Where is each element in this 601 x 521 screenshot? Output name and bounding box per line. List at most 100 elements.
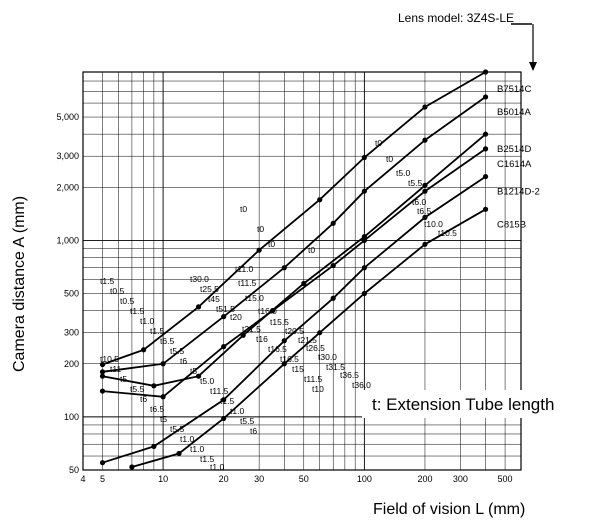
- series-point: [317, 330, 323, 336]
- series-point: [317, 197, 323, 203]
- series-line: [131, 208, 487, 468]
- series-point: [482, 146, 489, 152]
- x-axis-title: Field of vision L (mm): [373, 501, 525, 518]
- series-line: [102, 71, 487, 366]
- series-point: [99, 373, 106, 379]
- series-point: [482, 131, 489, 137]
- tube-length-label: t1.5: [150, 326, 164, 336]
- legend-note-bg: [362, 390, 597, 418]
- x-tick-label: 100: [357, 474, 372, 484]
- tube-length-label: t10.5: [438, 228, 457, 238]
- series-label: C815B: [497, 219, 526, 230]
- series-point: [270, 308, 276, 314]
- series-point: [422, 104, 428, 110]
- tube-length-label: t25.5: [200, 284, 219, 294]
- tube-length-label: t6.5: [150, 404, 164, 414]
- x-tick-label: 20: [219, 474, 229, 484]
- tube-length-label: t1.0: [210, 462, 224, 472]
- series-point: [221, 314, 227, 320]
- tube-length-label: t1.5: [100, 276, 114, 286]
- tube-length-label: t1.0: [180, 434, 194, 444]
- y-tick-label: 3,000: [56, 151, 79, 161]
- tube-length-label: t21.5: [298, 335, 317, 345]
- series-point: [221, 397, 227, 403]
- tube-length-label: t0: [375, 138, 382, 148]
- tube-length-label: t36.5: [340, 370, 359, 380]
- tube-length-label: t16: [256, 334, 268, 344]
- tube-length-label: t11: [110, 364, 121, 374]
- tube-length-label: t15: [292, 364, 304, 374]
- series-point: [482, 206, 489, 212]
- tube-length-label: t11.5: [210, 386, 229, 396]
- series-point: [330, 262, 336, 269]
- series-point: [151, 443, 157, 450]
- tube-length-label: t36.0: [352, 380, 371, 390]
- series-point: [422, 241, 428, 247]
- series-point: [176, 450, 182, 457]
- tube-length-label: t5: [190, 366, 197, 376]
- tube-length-label: t0: [386, 154, 393, 164]
- tube-length-label: t1.0: [140, 316, 154, 326]
- tube-length-label: t5.5: [408, 178, 422, 188]
- tube-length-label: t10.5: [100, 354, 119, 364]
- series-point: [160, 394, 166, 400]
- tube-length-label: t1.5: [220, 396, 234, 406]
- tube-length-label: t5.0: [396, 168, 410, 178]
- tube-length-label: t0: [268, 239, 275, 249]
- series-point: [361, 265, 367, 271]
- plot-frame: [82, 71, 522, 471]
- tube-length-label: t21.5: [242, 324, 261, 334]
- tube-length-label: t16.5: [280, 354, 299, 364]
- series-label: B7514C: [497, 84, 531, 95]
- tube-length-label: t0: [240, 204, 247, 214]
- tube-length-label: t0: [257, 224, 264, 234]
- series-point: [140, 347, 147, 353]
- series-point: [195, 304, 202, 310]
- series-point: [281, 265, 287, 271]
- series-point: [160, 361, 166, 367]
- x-tick-label: 200: [417, 474, 432, 484]
- tube-length-label: t1.0: [190, 444, 204, 454]
- y-tick-label: 100: [64, 412, 79, 422]
- y-tick-label: 2,000: [56, 182, 79, 192]
- series-point: [361, 154, 367, 161]
- series-point: [129, 464, 135, 470]
- tube-length-label: t11.0: [235, 264, 254, 274]
- tube-length-label: t6.0: [412, 197, 426, 207]
- series-point: [221, 415, 227, 422]
- tube-length-label: t45: [208, 294, 220, 304]
- series-point: [281, 361, 287, 367]
- series-point: [330, 295, 336, 301]
- series-point: [361, 188, 367, 194]
- tube-length-label: t6.5: [417, 206, 431, 216]
- tube-length-label: t15.5: [270, 317, 289, 327]
- series-point: [361, 290, 367, 297]
- series-point: [422, 188, 428, 194]
- legend-note: t: Extension Tube length: [372, 395, 554, 414]
- x-tick-label: 10: [158, 474, 168, 484]
- series-point: [99, 460, 106, 466]
- series-point: [99, 388, 106, 394]
- tube-length-label: t6: [140, 394, 147, 404]
- x-tick-label: 50: [299, 474, 309, 484]
- tube-length-label: t6: [250, 426, 257, 436]
- tube-length-label: t5: [120, 374, 127, 384]
- tube-length-label: t5.5: [170, 424, 184, 434]
- y-tick-label: 1,000: [56, 235, 79, 245]
- series-point: [422, 214, 428, 220]
- tube-length-label: t10.0: [424, 219, 443, 229]
- series-point: [482, 173, 489, 180]
- tube-length-label: t30.0: [190, 274, 209, 284]
- tube-length-label: t16.5: [268, 344, 287, 354]
- tube-length-label: t5.5: [130, 384, 144, 394]
- tube-length-label: t11.5: [238, 278, 257, 288]
- tube-length-label: t20: [230, 312, 242, 322]
- tube-length-label: t0.5: [110, 286, 124, 296]
- series-label: B5014A: [497, 107, 531, 118]
- series-point: [256, 247, 262, 253]
- tube-length-label: t30.0: [318, 352, 337, 362]
- series-label: B1214D-2: [497, 187, 540, 198]
- series-line: [102, 175, 487, 464]
- curves: B7514C B5014A B2514D C1614A B1214D-2 C815B: [99, 69, 540, 470]
- tube-length-label: t5.0: [200, 376, 214, 386]
